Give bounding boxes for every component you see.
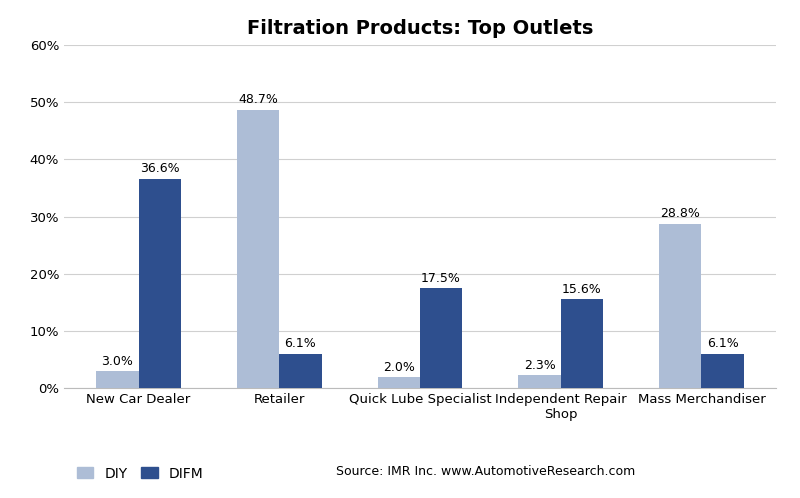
Bar bbox=[138, 179, 181, 388]
Bar bbox=[659, 224, 702, 388]
Text: 2.0%: 2.0% bbox=[383, 361, 415, 374]
Text: 28.8%: 28.8% bbox=[660, 207, 700, 220]
Bar bbox=[279, 354, 322, 388]
Text: 6.1%: 6.1% bbox=[285, 337, 316, 350]
Legend: DIY, DIFM: DIY, DIFM bbox=[71, 461, 210, 486]
Bar bbox=[96, 372, 138, 388]
Text: 6.1%: 6.1% bbox=[706, 337, 738, 350]
Title: Filtration Products: Top Outlets: Filtration Products: Top Outlets bbox=[247, 19, 593, 38]
Text: 17.5%: 17.5% bbox=[421, 272, 461, 285]
Text: 3.0%: 3.0% bbox=[102, 355, 134, 368]
Text: 2.3%: 2.3% bbox=[524, 359, 555, 372]
Bar bbox=[702, 354, 744, 388]
Text: Source: IMR Inc. www.AutomotiveResearch.com: Source: IMR Inc. www.AutomotiveResearch.… bbox=[336, 465, 635, 478]
Bar bbox=[237, 110, 279, 388]
Text: 15.6%: 15.6% bbox=[562, 283, 602, 296]
Text: 36.6%: 36.6% bbox=[140, 162, 179, 175]
Bar bbox=[518, 375, 561, 388]
Bar bbox=[420, 288, 462, 388]
Bar bbox=[561, 299, 603, 388]
Text: 48.7%: 48.7% bbox=[238, 93, 278, 106]
Bar bbox=[378, 377, 420, 388]
